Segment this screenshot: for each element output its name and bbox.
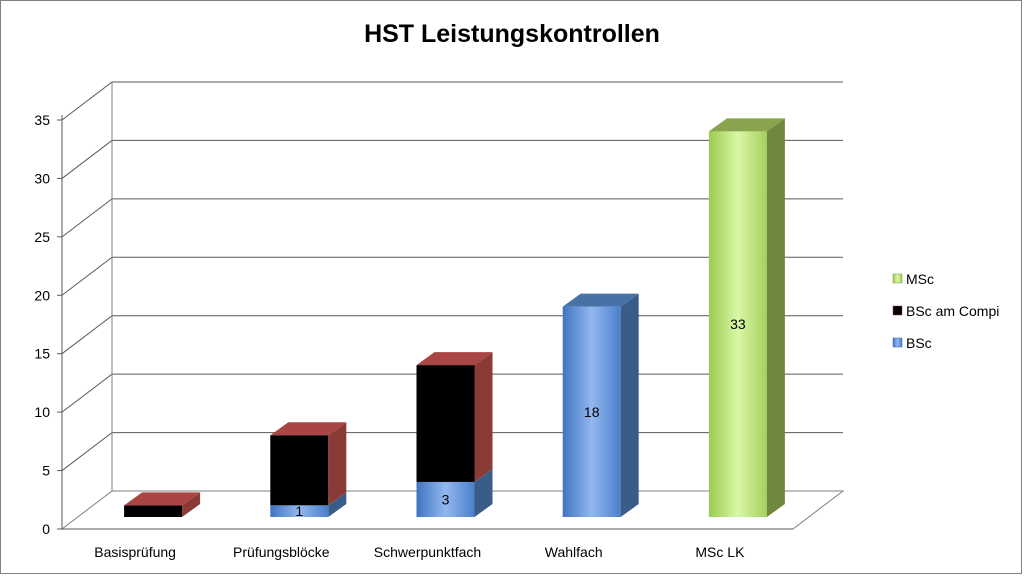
data-label: 6 bbox=[295, 462, 303, 478]
y-tick-label: 35 bbox=[34, 112, 50, 128]
bar-front bbox=[708, 131, 767, 517]
data-label: 18 bbox=[584, 404, 600, 420]
data-label: 33 bbox=[730, 316, 746, 332]
y-tick-label: 30 bbox=[34, 170, 50, 186]
bar-side bbox=[328, 492, 347, 517]
legend-swatch bbox=[892, 273, 903, 284]
bar-top bbox=[416, 352, 493, 366]
legend-swatch bbox=[892, 337, 903, 348]
bar-side bbox=[182, 492, 201, 517]
bar-top bbox=[708, 118, 785, 132]
y-tick-label: 20 bbox=[34, 287, 50, 303]
data-label: 1 bbox=[149, 503, 157, 519]
y-tick-label: 25 bbox=[34, 229, 50, 245]
bar-top bbox=[124, 492, 201, 506]
bar-front bbox=[270, 435, 329, 506]
legend-swatch bbox=[892, 305, 903, 316]
bar-front bbox=[270, 505, 329, 517]
data-label: 3 bbox=[442, 491, 450, 507]
bar-top bbox=[270, 422, 347, 436]
category-label: Wahlfach bbox=[545, 544, 603, 560]
bar-side bbox=[328, 422, 347, 506]
bar-front bbox=[124, 505, 183, 517]
bar-side bbox=[474, 352, 493, 482]
bar-front bbox=[562, 306, 621, 517]
bar-side bbox=[620, 293, 639, 517]
category-label: Schwerpunktfach bbox=[374, 544, 481, 560]
data-label: 10 bbox=[438, 416, 454, 432]
category-label: Prüfungsblöcke bbox=[233, 544, 330, 560]
bar-top bbox=[562, 293, 639, 307]
bar-side bbox=[766, 118, 785, 517]
legend-label: BSc am Compi bbox=[906, 303, 999, 319]
bar-side bbox=[474, 468, 493, 517]
data-label: 1 bbox=[295, 503, 303, 519]
bar-front bbox=[416, 481, 475, 517]
gridline bbox=[61, 81, 843, 121]
category-label: MSc LK bbox=[695, 544, 745, 560]
chart-title: HST Leistungskontrollen bbox=[364, 20, 660, 48]
y-tick-label: 0 bbox=[42, 521, 50, 537]
category-label: Basisprüfung bbox=[94, 544, 176, 560]
legend-label: MSc bbox=[906, 271, 934, 287]
y-tick-label: 5 bbox=[42, 463, 50, 479]
y-tick-label: 15 bbox=[34, 346, 50, 362]
bar-front bbox=[416, 365, 475, 482]
legend-label: BSc bbox=[906, 335, 932, 351]
y-tick-label: 10 bbox=[34, 404, 50, 420]
